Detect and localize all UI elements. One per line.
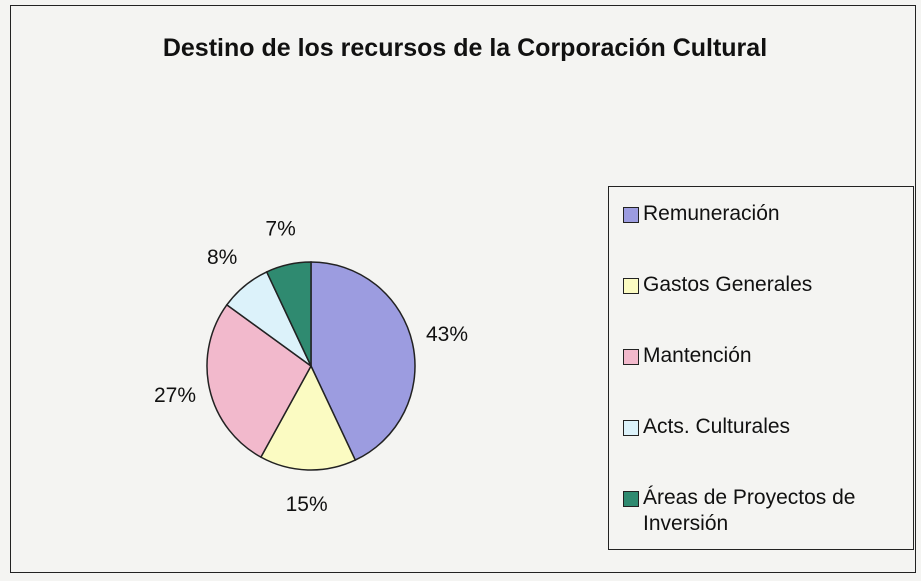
chart-frame	[10, 5, 916, 573]
data-label: 7%	[265, 218, 295, 241]
legend-label: Remuneración	[643, 202, 780, 225]
pie-slice	[206, 303, 312, 459]
legend-entry: Gastos Generales	[623, 272, 907, 343]
legend-entry: Remuneración	[623, 201, 907, 272]
legend-swatch	[623, 207, 639, 223]
pie-slice	[259, 364, 357, 471]
legend-entry: Acts. Culturales	[623, 414, 907, 485]
legend-entry: Áreas de Proyectos de Inversión	[623, 485, 907, 556]
data-label: 8%	[207, 246, 237, 269]
data-label: 15%	[286, 493, 328, 516]
legend-label: Áreas de Proyectos de Inversión	[643, 486, 856, 535]
chart-title: Destino de los recursos de la Corporació…	[162, 34, 768, 62]
data-label: 27%	[154, 384, 196, 407]
legend-label: Mantención	[643, 344, 752, 367]
legend-swatch	[623, 349, 639, 365]
pie-slice	[265, 261, 312, 367]
data-label: 43%	[426, 323, 468, 346]
legend-label: Gastos Generales	[643, 273, 813, 296]
legend-swatch	[623, 491, 639, 507]
pie-slice	[310, 261, 416, 462]
legend: Remuneración Gastos Generales Mantención Ac…	[608, 186, 914, 550]
legend-swatch	[623, 420, 639, 436]
legend-swatch	[623, 278, 639, 294]
legend-label: Acts. Culturales	[643, 415, 791, 438]
legend-entry: Mantención	[623, 343, 907, 414]
